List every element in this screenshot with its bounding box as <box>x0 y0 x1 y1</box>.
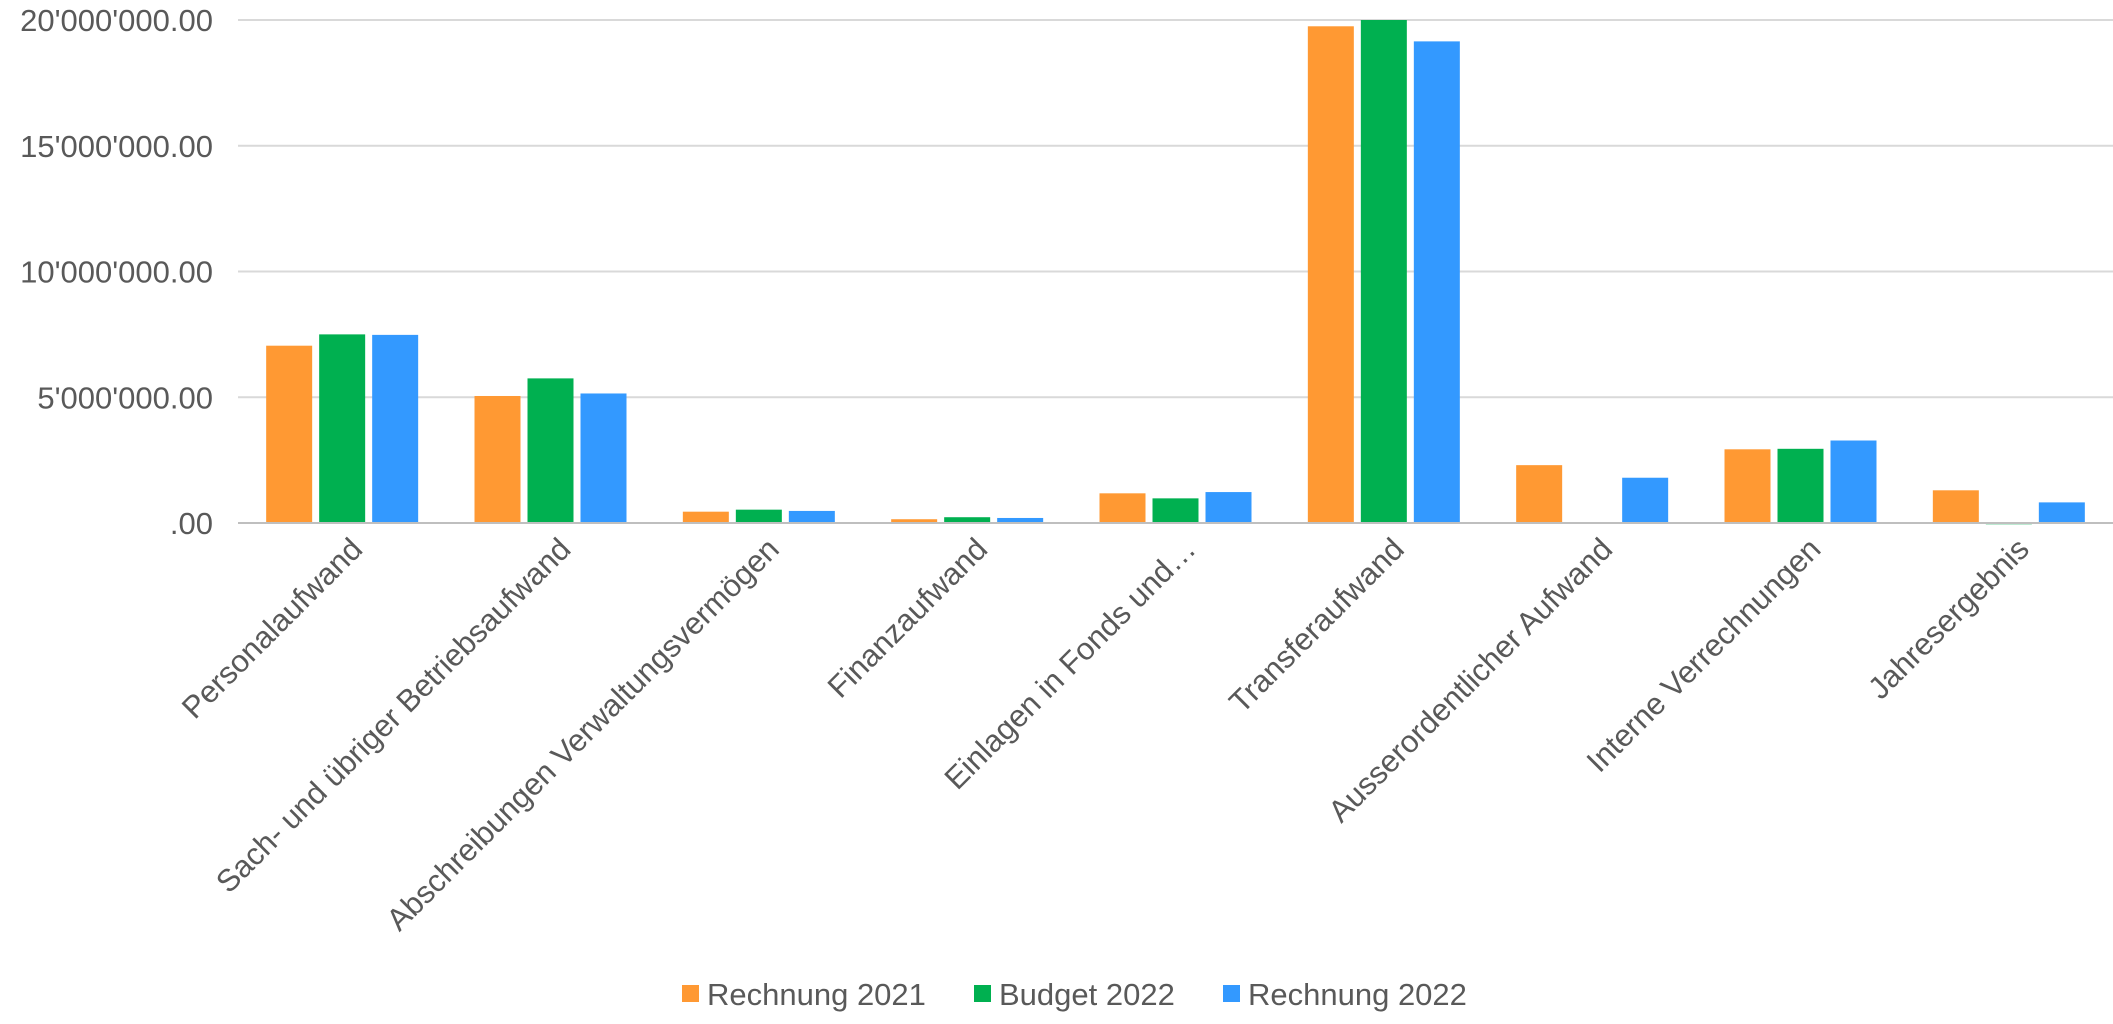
y-tick-label: 20'000'000.00 <box>20 3 213 38</box>
bar <box>1622 477 1669 523</box>
bar <box>1932 490 1979 523</box>
y-tick-label: 10'000'000.00 <box>20 255 213 290</box>
bar <box>997 517 1044 523</box>
legend-swatch <box>682 985 699 1002</box>
bar <box>944 517 991 523</box>
y-tick-label: 15'000'000.00 <box>20 129 213 164</box>
x-category-label: Transferaufwand <box>1222 531 1410 719</box>
bar <box>2038 502 2085 523</box>
bar <box>319 334 366 523</box>
x-category-label: Sach- und übriger Betriebsaufwand <box>209 531 577 899</box>
x-category-label: Jahresergebnis <box>1861 531 2036 706</box>
y-tick-label: 5'000'000.00 <box>37 380 213 415</box>
legend-label: Budget 2022 <box>999 977 1175 1012</box>
bar <box>372 334 419 523</box>
legend-swatch <box>974 985 991 1002</box>
gridlines <box>238 19 2113 399</box>
bar <box>891 519 938 523</box>
bar <box>1205 492 1252 523</box>
x-category-label: Interne Verrechnungen <box>1580 531 1828 779</box>
bars <box>266 20 2085 525</box>
y-axis-tick-labels: .00 5'000'000.00 10'000'000.00 15'000'000.0… <box>20 3 213 541</box>
legend: Rechnung 2021 Budget 2022 Rechnung 2022 <box>682 977 1467 1012</box>
bar <box>1777 448 1824 523</box>
bar <box>1152 498 1199 523</box>
bar <box>1099 493 1146 523</box>
bar <box>735 509 782 523</box>
bar <box>1413 41 1460 523</box>
x-category-label: Abschreibungen Verwaltungsvermögen <box>380 531 786 937</box>
bar <box>682 511 729 523</box>
legend-label: Rechnung 2021 <box>707 977 926 1012</box>
x-category-label: Finanzaufwand <box>821 531 994 704</box>
bar <box>1830 440 1877 523</box>
bar <box>1724 449 1771 523</box>
bar <box>266 345 313 523</box>
bar <box>527 378 574 523</box>
bar <box>1360 20 1407 523</box>
bar <box>788 510 835 523</box>
bar <box>474 395 521 523</box>
legend-label: Rechnung 2022 <box>1248 977 1467 1012</box>
bar <box>1516 465 1563 523</box>
bar <box>580 393 627 523</box>
y-tick-label: .00 <box>170 506 213 541</box>
bar <box>1307 26 1354 523</box>
legend-swatch <box>1223 985 1240 1002</box>
x-category-label: Personalaufwand <box>175 531 369 725</box>
